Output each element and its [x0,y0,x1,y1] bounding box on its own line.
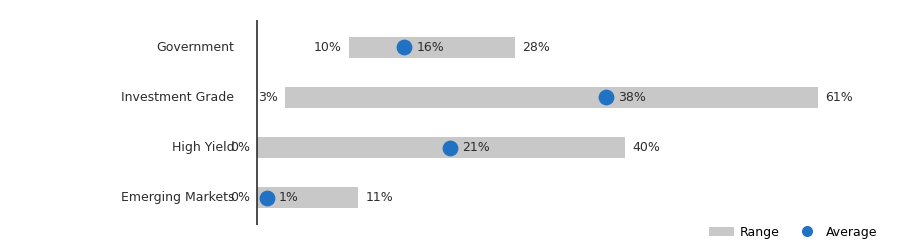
Text: 28%: 28% [522,41,550,54]
Text: 40%: 40% [632,141,660,154]
Text: 0%: 0% [230,191,250,204]
Text: 38%: 38% [618,91,646,104]
Text: 61%: 61% [825,91,853,104]
Text: Government: Government [157,41,235,54]
Bar [349,37,515,58]
Point [443,146,457,149]
Bar [285,87,818,108]
Text: 0%: 0% [230,141,250,154]
Text: 1%: 1% [279,191,299,204]
Point [259,196,274,200]
Point [397,45,411,49]
Text: 16%: 16% [417,41,444,54]
Text: 21%: 21% [463,141,490,154]
Text: Emerging Markets: Emerging Markets [121,191,235,204]
Text: High Yield: High Yield [172,141,235,154]
Bar [257,187,358,208]
Point [599,96,614,99]
Text: 11%: 11% [365,191,393,204]
Text: Investment Grade: Investment Grade [122,91,235,104]
Text: 3%: 3% [257,91,277,104]
Text: 10%: 10% [314,41,342,54]
Legend: Range, Average: Range, Average [704,221,883,244]
Bar [257,137,625,158]
